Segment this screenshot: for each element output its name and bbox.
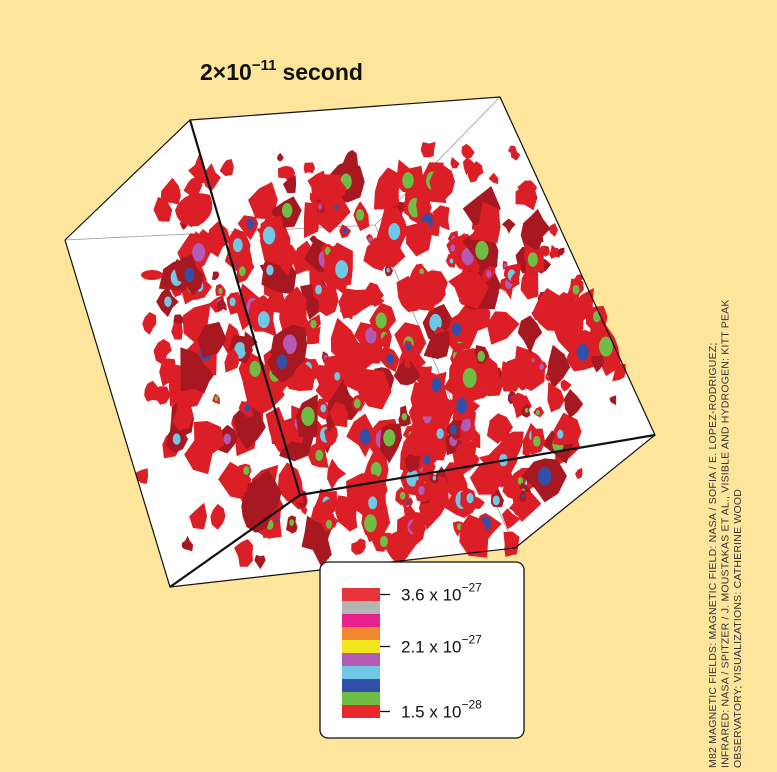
blob-core xyxy=(173,434,181,445)
blob-core xyxy=(301,407,315,426)
credit-line: OBSERVATORY; VISUALIZATIONS: CATHERINE W… xyxy=(732,489,744,768)
blob-core xyxy=(356,209,364,221)
blob xyxy=(304,163,315,174)
blob-core xyxy=(354,399,361,409)
blob-core xyxy=(247,218,255,229)
figure: 2×10−11second 3.6 x 10−272.1 x 10−271.5 … xyxy=(0,0,777,772)
colorbar-segment xyxy=(342,601,380,614)
blob-core xyxy=(326,520,332,529)
title-exponent: −11 xyxy=(252,57,277,74)
legend-label-exponent: −27 xyxy=(462,633,483,647)
blob-core xyxy=(456,398,467,414)
colorbar-segment xyxy=(342,614,380,627)
blob-core xyxy=(557,430,563,439)
colorbar-segment xyxy=(342,679,380,692)
blob-core xyxy=(224,434,232,445)
legend-label-exponent: −27 xyxy=(462,581,483,595)
blob-core xyxy=(214,396,218,401)
blob-core xyxy=(184,268,194,282)
credit-line: INFRARED: NASA / SPITZER / J. MOUSTAKAS … xyxy=(720,299,732,768)
blob-core xyxy=(368,237,372,242)
blob-core xyxy=(402,413,407,421)
blob-core xyxy=(528,252,538,266)
blob-core xyxy=(532,358,535,362)
blob-core xyxy=(486,270,491,278)
blob-core xyxy=(258,311,270,328)
blob-core xyxy=(376,312,387,328)
blob-core xyxy=(380,536,388,547)
blob-core xyxy=(263,227,275,245)
blob-core xyxy=(230,297,236,306)
blob-core xyxy=(315,450,323,461)
blob-core xyxy=(239,266,246,276)
blob-core xyxy=(533,436,540,447)
blob-core xyxy=(477,351,485,362)
blob-core xyxy=(433,476,436,481)
legend-label-exponent: −28 xyxy=(462,698,483,712)
legend-label-base: 2.1 x 10 xyxy=(401,638,462,657)
title: 2×10−11 second xyxy=(200,57,363,85)
blob-core xyxy=(244,404,250,412)
legend-label-base: 1.5 x 10 xyxy=(401,703,462,722)
blob-core xyxy=(418,486,424,495)
title-base: 2×10 xyxy=(200,59,252,85)
title-unit: second xyxy=(282,59,363,85)
blob-core xyxy=(233,238,243,252)
blob-core xyxy=(320,404,326,412)
blob-core xyxy=(218,288,222,294)
blob-core xyxy=(334,372,340,381)
blob-core xyxy=(368,496,377,509)
blob-core xyxy=(432,378,442,392)
blob-core xyxy=(360,429,371,445)
blob-core xyxy=(406,343,411,351)
blob-core xyxy=(335,260,348,278)
blob-core xyxy=(525,408,528,413)
blob-core xyxy=(400,492,405,500)
blob-core xyxy=(343,228,347,234)
blob-core xyxy=(164,296,171,307)
blob-core xyxy=(539,363,544,370)
blob-core xyxy=(383,429,395,446)
colorbar-segment xyxy=(342,653,380,666)
colorbar-segment xyxy=(342,692,380,705)
colorbar-segment xyxy=(342,666,380,679)
blob-core xyxy=(450,245,455,252)
blob-core xyxy=(315,285,322,295)
blob-core xyxy=(423,455,430,465)
blob-core xyxy=(282,203,292,218)
blob-core xyxy=(386,354,394,365)
blob-core xyxy=(436,428,443,439)
blob-core xyxy=(249,361,260,377)
blob-core xyxy=(475,241,488,260)
blob-core xyxy=(289,519,294,526)
blob-core xyxy=(402,172,413,188)
colorbar-segment xyxy=(342,588,380,601)
colorbar-segment xyxy=(342,705,380,718)
blob-core xyxy=(364,514,377,532)
blob xyxy=(421,142,436,158)
colorbar-segment xyxy=(342,640,380,653)
blob-core xyxy=(386,268,389,273)
blob-core xyxy=(266,265,273,276)
colorbar-segment xyxy=(342,627,380,640)
blob-core xyxy=(493,495,500,505)
blob-core xyxy=(467,493,474,503)
blob-core xyxy=(310,320,316,329)
blob-core xyxy=(452,322,461,336)
blob-core xyxy=(573,285,580,295)
blob-core xyxy=(192,243,205,262)
blob-core xyxy=(521,494,524,498)
blob-core xyxy=(463,368,477,388)
blob-core xyxy=(277,354,287,369)
legend-label-base: 3.6 x 10 xyxy=(401,586,462,605)
blob-core xyxy=(318,204,321,209)
blob-core xyxy=(388,223,400,240)
blob-core xyxy=(243,466,249,475)
blob-core xyxy=(536,410,540,416)
blob xyxy=(141,270,163,280)
credit-line: M82 MAGNETIC FIELDS: MAGNETIC FIELD: NAS… xyxy=(707,342,719,768)
blob-core xyxy=(450,424,457,434)
blob-core xyxy=(538,467,551,486)
